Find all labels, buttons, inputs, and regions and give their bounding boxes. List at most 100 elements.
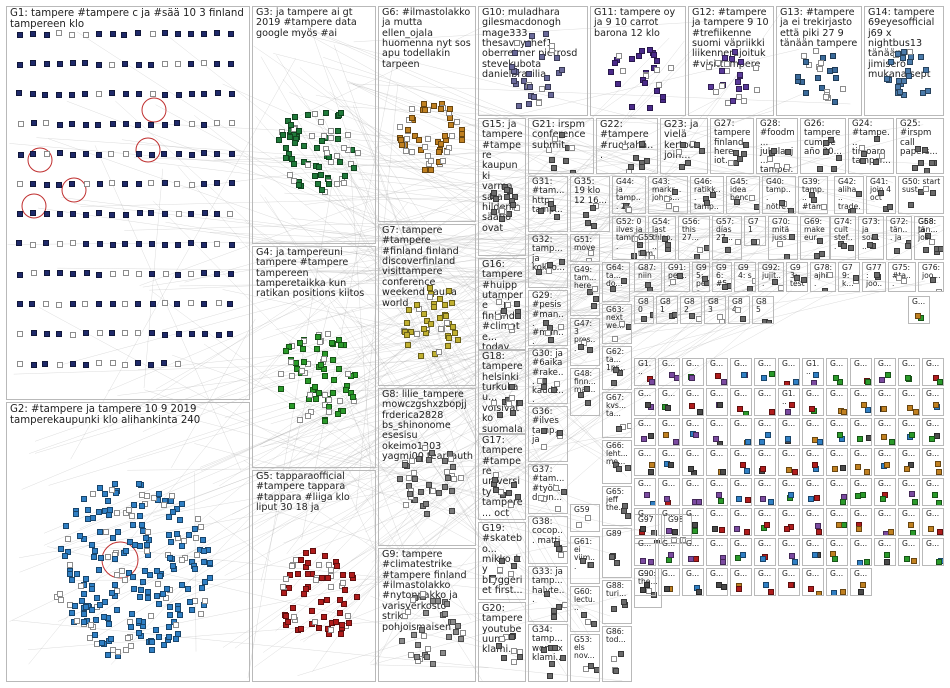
graph-node	[431, 103, 438, 110]
tiny-group-cell: G...	[802, 418, 824, 446]
graph-node	[448, 456, 455, 463]
graph-node	[878, 189, 885, 196]
group-g97-label: G97	[638, 515, 654, 524]
group-g72-label: G72: tän... ja	[890, 217, 911, 243]
graph-node	[149, 90, 156, 97]
tiny-group-label: G...	[734, 359, 748, 368]
graph-node	[148, 361, 155, 368]
graph-node	[644, 492, 651, 499]
graph-node	[716, 492, 723, 499]
graph-node	[665, 528, 672, 535]
graph-node	[167, 611, 174, 618]
tiny-group-label: G...	[830, 389, 844, 398]
graph-node	[663, 585, 670, 592]
group-g60-box: G60: lectu...	[570, 586, 600, 632]
group-g35-label: G35: 19 klo 12 16...	[574, 177, 607, 206]
graph-node	[195, 516, 202, 523]
graph-node	[803, 59, 810, 66]
graph-node	[148, 61, 155, 68]
graph-node	[496, 642, 503, 649]
graph-node	[136, 617, 143, 624]
graph-node	[289, 403, 296, 410]
graph-node	[668, 372, 675, 379]
tiny-group-label: G...	[912, 297, 926, 306]
tiny-group-label: G...	[662, 389, 676, 398]
graph-node	[127, 539, 134, 546]
tiny-group-cell: G...	[874, 538, 896, 566]
graph-node	[771, 147, 778, 154]
graph-node	[29, 151, 36, 157]
graph-node	[699, 147, 706, 154]
graph-node	[227, 331, 234, 338]
graph-node	[817, 66, 824, 73]
graph-node	[663, 432, 670, 439]
tiny-group-cell: G...	[658, 358, 680, 386]
group-g6-box: G6: #ilmastolakko ja mutta ellen_ojala h…	[378, 6, 476, 222]
graph-node	[929, 189, 936, 196]
tiny-group-label: G...	[830, 449, 844, 458]
graph-node	[112, 480, 119, 487]
tiny-group-label: G...	[878, 359, 892, 368]
graph-node	[840, 499, 847, 505]
graph-node	[70, 211, 77, 218]
graph-node	[848, 244, 855, 251]
graph-node	[507, 502, 514, 509]
graph-node	[904, 375, 911, 382]
graph-node	[200, 91, 207, 98]
graph-node	[83, 180, 90, 187]
group-g66-label: G66: leht... me...	[606, 441, 628, 465]
graph-node	[713, 89, 720, 95]
graph-node	[740, 315, 747, 322]
graph-node	[16, 240, 23, 247]
graph-node	[336, 336, 343, 343]
graph-node	[831, 589, 838, 595]
tiny-group-cell: G...	[658, 448, 680, 476]
graph-node	[443, 313, 450, 320]
graph-node	[736, 85, 743, 92]
tiny-group-cell: G...	[754, 358, 776, 386]
graph-node	[214, 241, 221, 248]
graph-node	[308, 608, 315, 615]
graph-node	[555, 506, 562, 513]
graph-node	[57, 596, 64, 603]
graph-node	[554, 540, 561, 547]
graph-node	[335, 366, 342, 373]
graph-node	[814, 523, 821, 530]
graph-node	[130, 574, 137, 581]
graph-node	[126, 570, 133, 577]
graph-node	[295, 570, 302, 577]
graph-node	[178, 581, 185, 588]
graph-node	[814, 74, 821, 81]
graph-node	[449, 507, 456, 514]
graph-node	[114, 528, 121, 535]
tiny-group-cell: G...	[802, 568, 824, 596]
tiny-group-cell: G...	[922, 388, 944, 416]
tiny-group-label: G...	[878, 389, 892, 398]
graph-node	[421, 633, 428, 640]
graph-node	[692, 522, 699, 529]
graph-node	[404, 341, 411, 348]
graph-node	[516, 653, 523, 660]
graph-node	[437, 315, 444, 322]
group-g45-label: G45: idea benc...	[730, 177, 756, 203]
graph-node	[278, 371, 285, 378]
graph-node	[213, 60, 220, 67]
tiny-group-cell: G...	[898, 478, 920, 506]
group-g83-label: G83	[708, 297, 719, 315]
tiny-group-cell: G...	[634, 388, 656, 416]
graph-node	[429, 450, 436, 457]
graph-node	[188, 211, 195, 218]
graph-node	[546, 268, 553, 275]
graph-node	[514, 556, 521, 563]
group-g86-label: G86: tod...	[606, 627, 627, 645]
tiny-group-cell: G...	[706, 538, 728, 566]
group-g83-box: G83	[704, 296, 726, 324]
graph-node	[398, 637, 405, 644]
group-g62-box: G62: ta... 1pr...	[602, 346, 632, 390]
group-g46-box: G46: ratikk... tamp...	[690, 176, 724, 214]
graph-node	[206, 575, 213, 582]
graph-node	[612, 59, 619, 66]
graph-node	[908, 432, 915, 439]
graph-node	[422, 445, 429, 452]
graph-node	[410, 469, 417, 476]
